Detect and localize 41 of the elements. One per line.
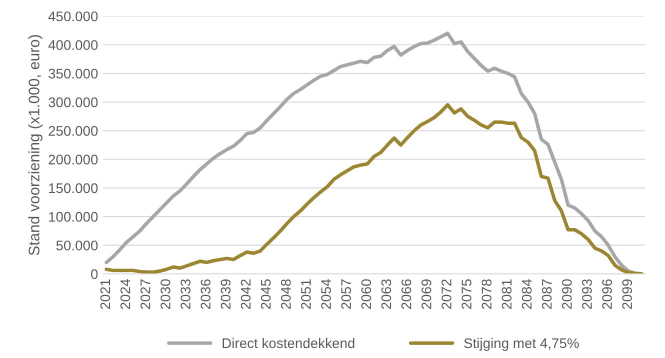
y-tick-label: 0: [91, 269, 98, 280]
x-tick-label: 2066: [401, 279, 412, 309]
x-tick-label: 2048: [280, 279, 291, 309]
x-tick-label: 2033: [180, 279, 190, 309]
x-tick-label: 2024: [120, 279, 130, 309]
x-tick-label: 2072: [442, 279, 452, 309]
x-tick-label: 2084: [522, 279, 532, 309]
legend-label: Stijging met 4,75%: [464, 338, 579, 351]
x-tick-label: 2042: [240, 279, 251, 309]
x-tick-label: 2039: [220, 279, 231, 309]
x-tick-label: 2051: [301, 279, 311, 309]
x-tick-label: 2075: [462, 279, 472, 309]
x-tick-label: 2060: [361, 279, 372, 309]
y-tick-label: 250.000: [48, 126, 98, 136]
x-tick-label: 2054: [321, 279, 331, 309]
x-tick-label: 2099: [622, 279, 632, 309]
y-tick-label: 350.000: [48, 68, 98, 79]
x-tick-label: 2030: [160, 279, 170, 309]
y-tick-label: 50.000: [56, 240, 98, 250]
y-tick-label: 450.000: [48, 11, 98, 22]
line-series: [104, 103, 644, 274]
y-tick-label: 100.000: [49, 212, 98, 222]
y-tick-label: 200.000: [48, 154, 98, 164]
x-tick-label: 2036: [200, 279, 211, 309]
y-axis-title: Stand voorziening (x1.000, euro): [28, 35, 42, 256]
x-tick-label: 2087: [542, 279, 552, 309]
y-tick-label: 300.000: [48, 97, 98, 108]
x-tick-label: 2057: [341, 279, 352, 309]
y-tick-label: 150.000: [49, 183, 98, 194]
x-tick-label: 2021: [100, 279, 110, 309]
x-tick-label: 2078: [482, 279, 492, 309]
x-tick-label: 2096: [602, 279, 612, 309]
x-tick-label: 2090: [562, 279, 572, 309]
x-tick-label: 2045: [260, 279, 271, 309]
x-tick-label: 2093: [582, 279, 592, 309]
y-tick-label: 400.000: [48, 40, 98, 50]
x-tick-label: 2081: [502, 279, 512, 309]
x-tick-label: 2069: [421, 279, 432, 309]
x-tick-label: 2063: [381, 279, 392, 309]
legend-label: Direct kostendekkend: [222, 338, 354, 348]
x-tick-label: 2027: [140, 279, 150, 309]
